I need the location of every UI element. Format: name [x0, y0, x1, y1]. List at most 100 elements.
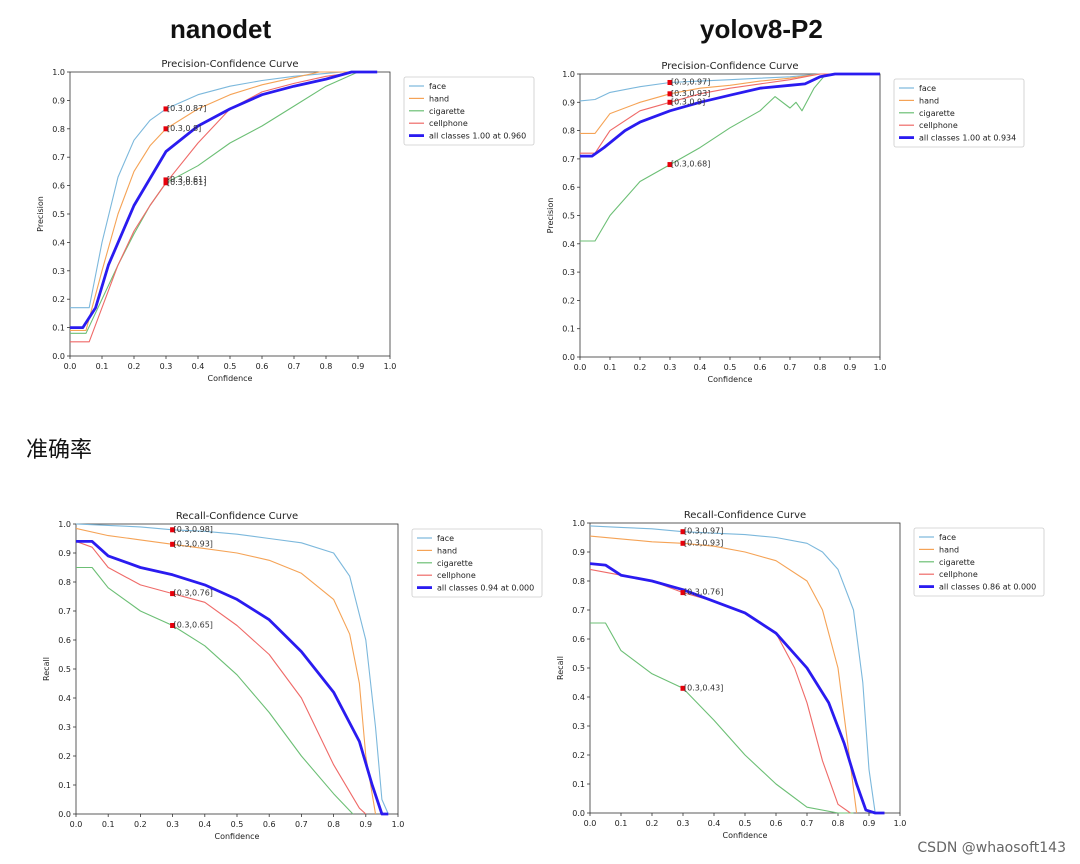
y-tick-label: 0.3: [52, 267, 65, 276]
plot-frame: [69, 71, 391, 357]
x-axis-label: Confidence: [208, 374, 253, 383]
x-tick-label: 0.5: [724, 363, 737, 372]
annotation-marker: [667, 79, 673, 85]
watermark: CSDN @whaosoft143: [917, 840, 1066, 856]
annotation-label: [0.3,0.43]: [684, 683, 723, 692]
y-tick-label: 0.9: [572, 548, 585, 557]
legend-label: face: [919, 84, 936, 93]
annotation-label: [0.3,0.76]: [174, 589, 213, 598]
x-tick-label: 1.0: [392, 820, 405, 829]
chart-rc-yolov8: Recall-Confidence Curve 0.0 0.1 0.2 0.3 0.4 0.…: [556, 510, 1045, 840]
legend-label: cellphone: [939, 570, 978, 579]
plot-frame: [579, 73, 881, 358]
y-tick-label: 0.0: [562, 353, 575, 362]
annotation-marker: [680, 685, 686, 691]
y-tick-label: 0.7: [572, 606, 585, 615]
series-line-all: [76, 540, 389, 816]
x-tick-label: 1.0: [894, 819, 907, 828]
x-tick-label: 0.0: [584, 819, 597, 828]
x-tick-label: 0.8: [327, 820, 340, 829]
x-tick-label: 0.1: [604, 363, 617, 372]
y-tick-label: 0.3: [58, 723, 71, 732]
annotation-marker: [680, 529, 686, 535]
chart-title: Precision-Confidence Curve: [661, 61, 798, 72]
legend-box: [893, 78, 1025, 148]
annotation-label: [0.3,0.93]: [174, 539, 213, 548]
annotation-marker: [667, 99, 673, 105]
annotation-marker: [163, 180, 169, 186]
x-axis-label: Confidence: [723, 831, 768, 840]
x-tick-label: 0.8: [814, 363, 827, 372]
series-line-cellphone: [580, 73, 880, 154]
chart-pc-nanodet: Precision-Confidence Curve 0.0 0.1 0.2 0.3 0.…: [36, 59, 535, 383]
series-line-face: [580, 73, 880, 102]
y-tick-label: 0.1: [52, 324, 65, 333]
x-tick-label: 0.6: [770, 819, 783, 828]
x-tick-label: 0.6: [256, 362, 269, 371]
annotation-label: [0.3,0.87]: [167, 104, 206, 113]
annotation-label: [0.3,0.97]: [671, 77, 710, 86]
series-line-all: [580, 72, 880, 158]
series-line-hand: [590, 535, 858, 814]
x-tick-label: 0.7: [288, 362, 301, 371]
legend-label: all classes 0.94 at 0.000: [437, 584, 534, 593]
y-tick-label: 0.9: [52, 96, 65, 105]
legend-label: cellphone: [429, 119, 468, 128]
series-line-cigarette: [76, 566, 354, 815]
x-tick-label: 0.8: [832, 819, 845, 828]
chart-title: Recall-Confidence Curve: [176, 511, 298, 522]
section-label-precision: 准确率: [26, 438, 93, 463]
x-tick-label: 0.4: [708, 819, 721, 828]
x-tick-label: 0.2: [128, 362, 141, 371]
x-tick-label: 0.1: [96, 362, 109, 371]
series-line-cellphone: [76, 540, 367, 815]
y-tick-label: 0.1: [58, 781, 71, 790]
y-tick-label: 1.0: [52, 68, 65, 77]
chart-rc-nanodet: Recall-Confidence Curve 0.0 0.1 0.2 0.3 0.4 0.…: [42, 511, 543, 841]
legend-label: face: [939, 533, 956, 542]
x-tick-label: 0.4: [192, 362, 205, 371]
y-tick-label: 0.5: [572, 664, 585, 673]
x-tick-label: 0.6: [754, 363, 767, 372]
y-tick-label: 0.7: [58, 607, 71, 616]
x-tick-label: 0.4: [694, 363, 707, 372]
y-tick-label: 0.6: [562, 183, 575, 192]
legend-label: cigarette: [429, 107, 465, 116]
annotation-label: [0.3,0.93]: [671, 89, 710, 98]
x-tick-label: 0.2: [134, 820, 147, 829]
plot-frame: [589, 522, 901, 814]
x-axis-label: Confidence: [215, 832, 260, 841]
annotation-label: [0.3,0.93]: [684, 538, 723, 547]
y-tick-label: 1.0: [572, 519, 585, 528]
x-tick-label: 0.9: [352, 362, 365, 371]
annotation-label: [0.3,0.68]: [671, 160, 710, 169]
y-tick-label: 0.7: [562, 155, 575, 164]
legend-label: hand: [429, 94, 449, 103]
y-tick-label: 0.3: [572, 722, 585, 731]
chart-panel-pc-yolov8: Precision-Confidence Curve 0.0 0.1 0.2 0.3 0.…: [540, 52, 1060, 392]
series-line-face: [590, 525, 876, 814]
y-tick-label: 0.0: [572, 809, 585, 818]
y-axis-label: Recall: [42, 657, 51, 681]
chart-panel-rc-nanodet: Recall-Confidence Curve 0.0 0.1 0.2 0.3 0.4 0.…: [38, 503, 558, 848]
plot-frame: [75, 523, 399, 815]
y-tick-label: 0.4: [572, 693, 585, 702]
x-tick-label: 0.6: [263, 820, 276, 829]
y-tick-label: 0.6: [58, 636, 71, 645]
y-tick-label: 1.0: [562, 70, 575, 79]
legend-label: cellphone: [437, 571, 476, 580]
x-tick-label: 0.0: [574, 363, 587, 372]
y-tick-label: 0.8: [58, 578, 71, 587]
legend-label: hand: [939, 545, 959, 554]
annotation-marker: [170, 623, 176, 628]
heading-yolov8-p2: yolov8-P2: [700, 14, 823, 44]
annotation-label: [0.3,0.65]: [174, 621, 213, 630]
annotation-marker: [170, 527, 176, 533]
chart-panel-rc-yolov8: Recall-Confidence Curve 0.0 0.1 0.2 0.3 0.4 0.…: [540, 503, 1060, 848]
y-tick-label: 0.1: [572, 780, 585, 789]
y-tick-label: 0.2: [562, 296, 575, 305]
series-line-cellphone: [70, 71, 368, 343]
series-line-face: [70, 71, 358, 309]
y-tick-label: 0.9: [58, 549, 71, 558]
chart-pc-yolov8: Precision-Confidence Curve 0.0 0.1 0.2 0.3 0.…: [546, 61, 1025, 384]
